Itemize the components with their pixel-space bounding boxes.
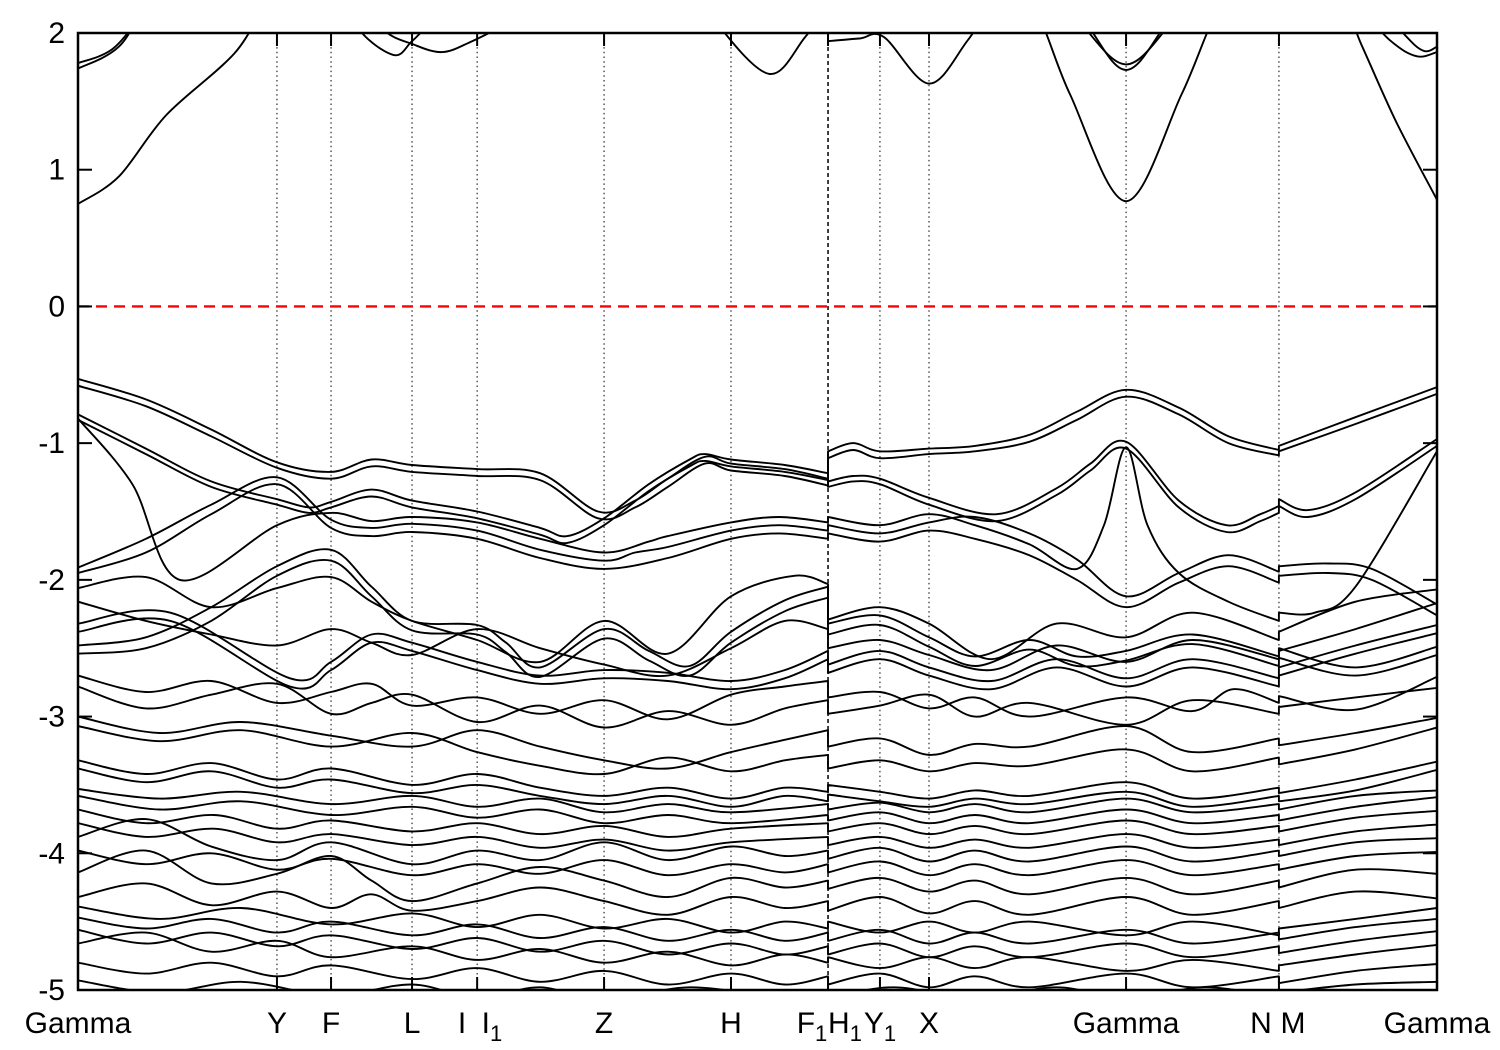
x-tick-label-F1: F1 (797, 1007, 828, 1046)
x-tick-label-X: X (919, 1007, 939, 1040)
band-curve-l22 (78, 916, 1437, 945)
band-curve-l19 (78, 849, 1437, 903)
band-curve-l1 (78, 574, 1437, 664)
band-curve-l25 (78, 961, 1437, 989)
band-curve-v1b (78, 384, 1437, 521)
y-tick-label-1: 1 (48, 154, 65, 187)
band-curve-l14 (78, 794, 1437, 825)
x-tick-label-F: F (322, 1007, 340, 1040)
x-tick-label-L: L (404, 1007, 421, 1040)
band-curve-l15 (78, 808, 1437, 838)
x-tick-label-Gamma: Gamma (1384, 1007, 1491, 1040)
plot-border (76, 31, 1439, 992)
band-curves-group (78, 33, 1437, 990)
band-curve-l2 (78, 600, 1437, 678)
band-curve-l20 (78, 882, 1437, 916)
y-tick-label-2: 2 (48, 17, 65, 50)
x-tick-label-Z: Z (595, 1007, 613, 1040)
band-curve-v1a (78, 377, 1437, 514)
y-tick-label-0: 0 (48, 290, 65, 323)
band-curve-l7 (78, 674, 1437, 721)
band-curve-v2a (78, 413, 1437, 538)
band-curve-l4 (78, 617, 1437, 691)
y-tick-label--2: -2 (38, 564, 65, 597)
band-curve-l10 (78, 725, 1437, 776)
band-curve-l26 (78, 979, 1437, 990)
x-tick-label-H1: H1 (828, 1007, 862, 1046)
x-tick-label-I: I (458, 1007, 466, 1040)
x-tick-label-N: N (1250, 1007, 1272, 1040)
x-tick-label-H: H (720, 1007, 742, 1040)
band-curve-v4 (78, 476, 1437, 606)
x-tick-label-M: M (1280, 1007, 1305, 1040)
band-curve-l5 (78, 548, 1437, 669)
x-tick-label-Gamma: Gamma (1073, 1007, 1180, 1040)
y-tick-label--1: -1 (38, 427, 65, 460)
y-tick-label--4: -4 (38, 837, 65, 870)
x-tick-label-Y1: Y1 (864, 1007, 896, 1046)
tick-marks (77, 32, 1438, 991)
band-curve-l12 (78, 767, 1437, 808)
band-curve-l13 (78, 788, 1437, 814)
band-curve-v3 (78, 417, 1437, 622)
band-curve-l3 (78, 609, 1437, 683)
band-curve-l9 (78, 715, 1437, 770)
band-curve-l21 (78, 905, 1437, 937)
band-curve-l8 (78, 682, 1437, 729)
band-curve-l23 (78, 928, 1437, 959)
band-curve-v5 (78, 483, 1437, 617)
x-tick-label-I1: I1 (482, 1007, 503, 1046)
x-tick-label-Gamma: Gamma (25, 1007, 132, 1040)
band-curve-l24 (78, 931, 1437, 972)
y-tick-label--3: -3 (38, 701, 65, 734)
x-tick-label-Y: Y (267, 1007, 287, 1040)
band-curve-l17 (78, 818, 1437, 866)
band-curve-l11 (78, 759, 1437, 800)
y-tick-label--5: -5 (38, 974, 65, 1007)
band-curve-v2b (78, 418, 1437, 545)
band-curve-l16 (78, 822, 1437, 852)
band-curve-l6 (78, 559, 1437, 678)
